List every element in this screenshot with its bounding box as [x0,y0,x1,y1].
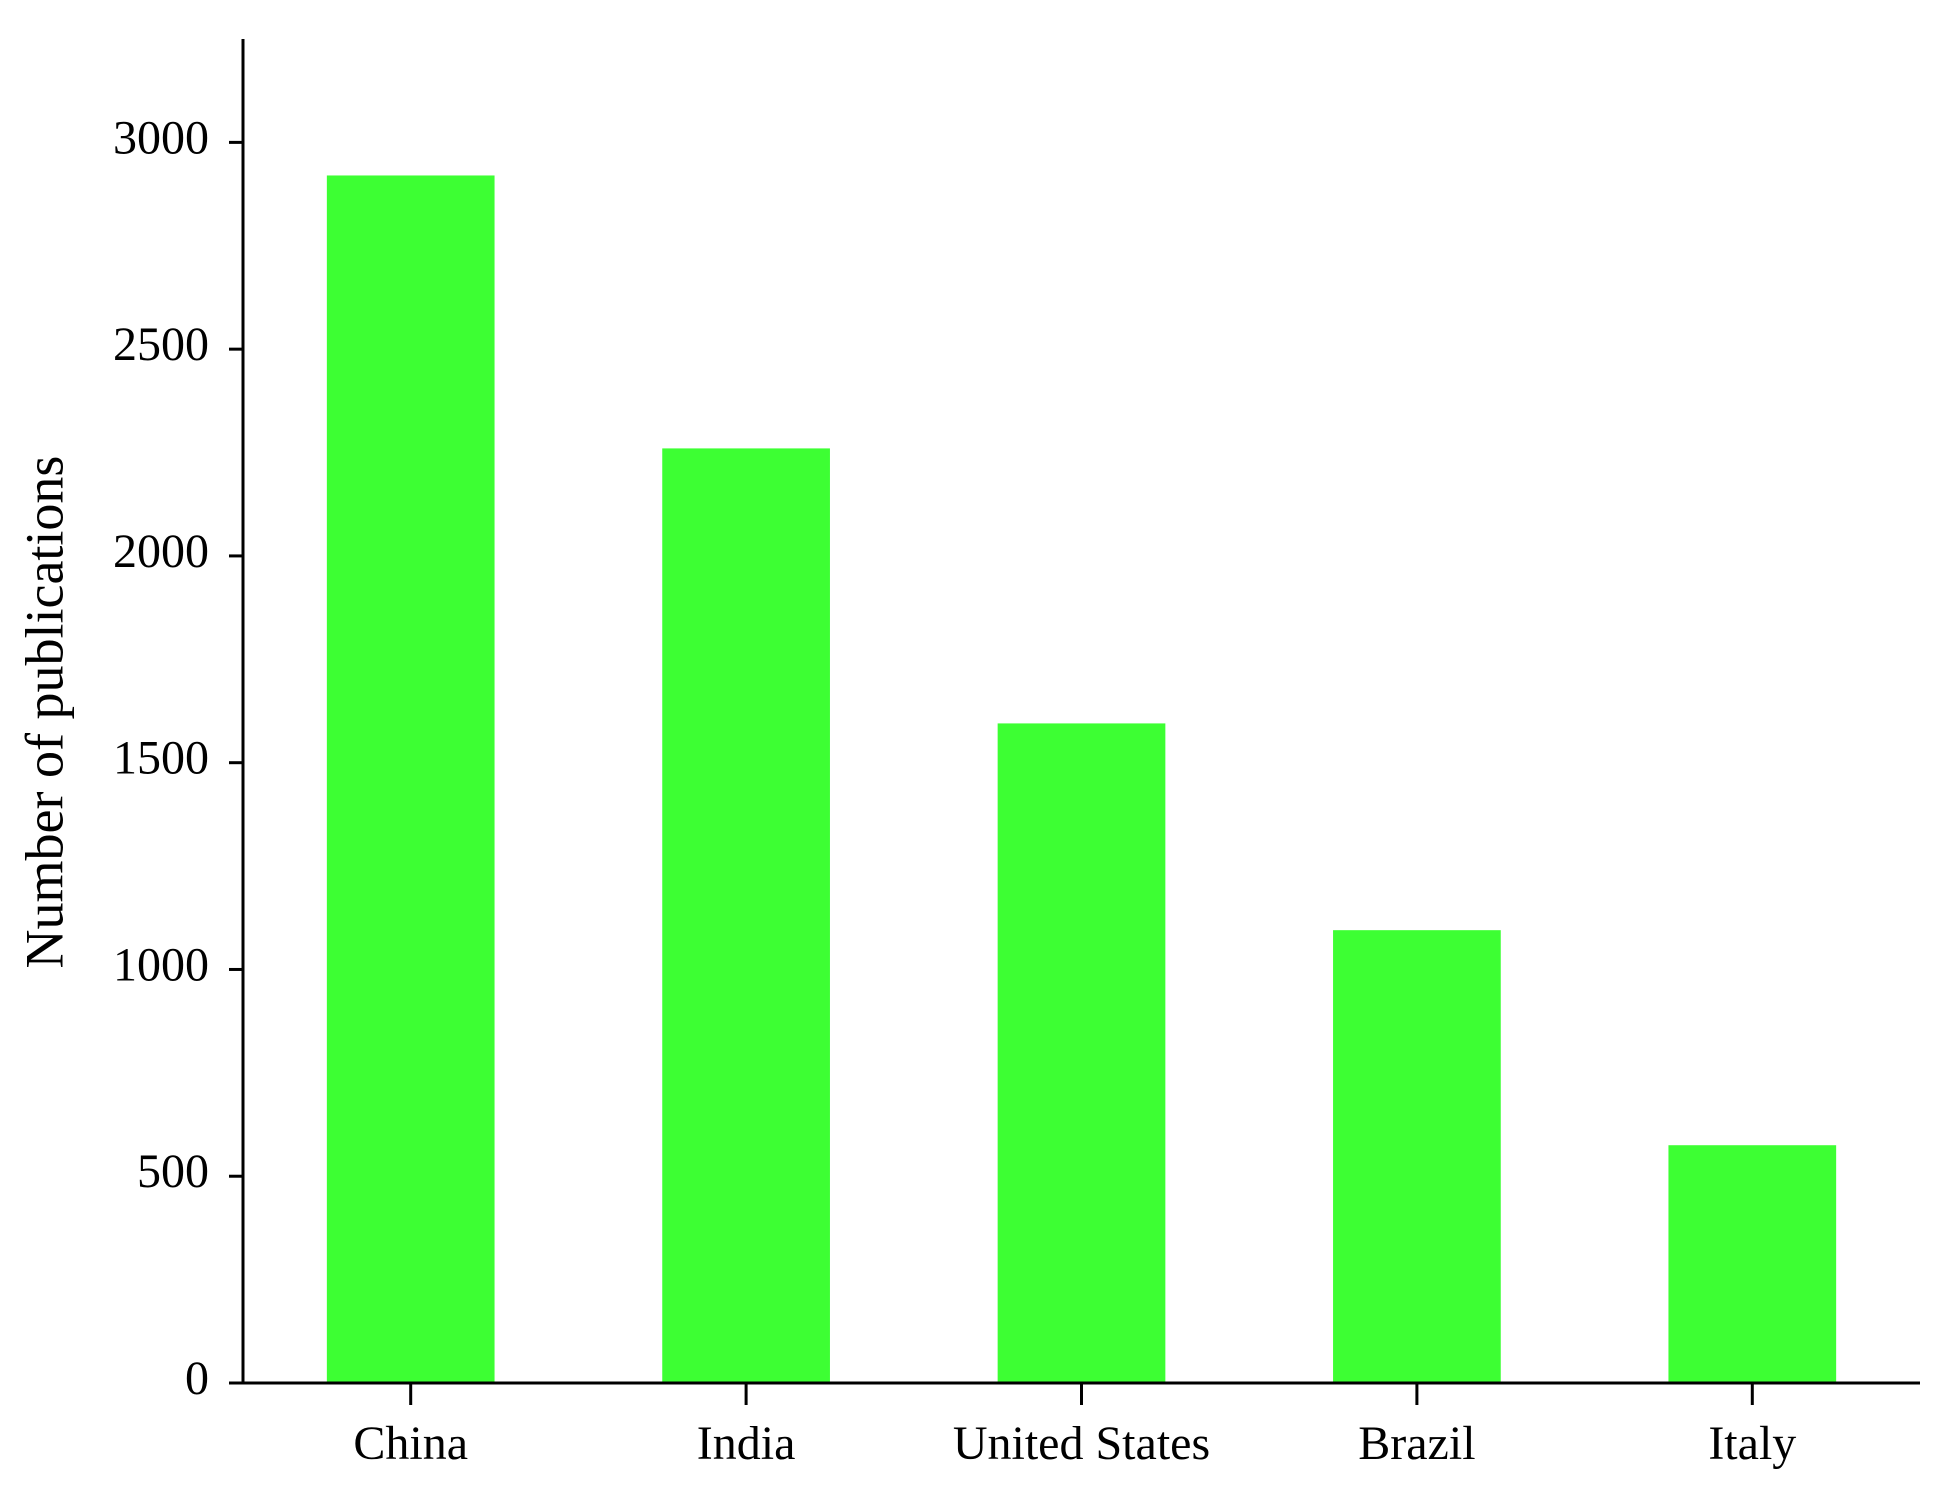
y-tick-label: 3000 [113,111,209,164]
x-tick-label: Brazil [1358,1417,1475,1470]
bar [1668,1145,1837,1383]
y-tick-label: 0 [185,1352,209,1405]
y-tick-label: 500 [137,1145,209,1198]
y-tick-label: 1000 [113,938,209,991]
bar [326,175,495,1384]
bar [1333,930,1501,1383]
y-tick-label: 2500 [113,318,209,371]
x-tick-label: United States [953,1417,1210,1470]
bar [662,448,830,1383]
y-tick-label: 2000 [113,525,209,578]
y-tick-label: 1500 [113,732,209,785]
x-tick-label: India [697,1417,796,1470]
x-tick-label: Italy [1708,1417,1796,1470]
x-tick-label: China [353,1417,468,1470]
y-axis-title: Number of publications [14,456,74,969]
bar [997,723,1166,1383]
